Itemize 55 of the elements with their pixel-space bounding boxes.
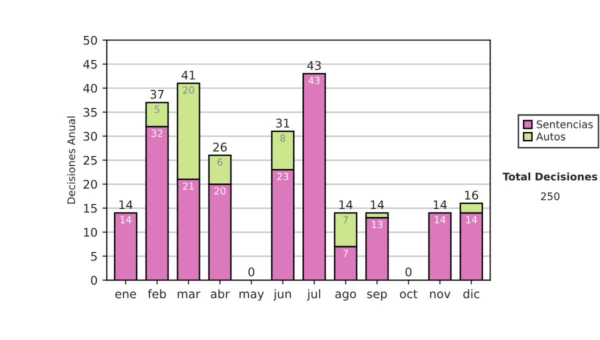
total-label: 0 [406, 268, 412, 276]
y-tick-label: 40 [83, 84, 97, 93]
total-label: 14 [434, 200, 447, 210]
y-tick-label: 35 [84, 108, 97, 117]
x-tick-label: jun [273, 289, 291, 301]
total-label: 14 [339, 200, 352, 210]
total-label: 16 [465, 190, 478, 200]
x-tick-label: feb [148, 289, 166, 298]
x-tick-label: nov [430, 292, 450, 298]
data-label: 20 [214, 187, 226, 195]
y-tick-label: 30 [84, 132, 97, 141]
total-label: 14 [370, 200, 384, 210]
total-label: 26 [213, 142, 227, 152]
data-label: 32 [152, 130, 162, 137]
x-tick-label: dic [463, 289, 480, 298]
y-tick-label: 15 [84, 204, 97, 213]
y-tick-label: 5 [91, 252, 97, 261]
legend-label: Autos [536, 132, 566, 140]
y-tick-label: 50 [84, 36, 97, 45]
data-label: 14 [466, 216, 477, 224]
x-tick-label: jul [306, 289, 320, 301]
data-label: 8 [280, 134, 286, 142]
data-label: 20 [183, 86, 194, 94]
x-tick-label: abr [210, 289, 230, 298]
total-label: 43 [307, 61, 321, 70]
data-label: 7 [343, 250, 348, 257]
y-tick-label: 25 [84, 156, 97, 165]
total-label: 31 [276, 118, 290, 128]
y-tick-label: 45 [83, 60, 97, 69]
legend-label: Sentencias [536, 120, 593, 128]
x-tick-label: ago [335, 292, 356, 301]
data-label: 14 [120, 216, 132, 224]
data-label: 13 [372, 220, 382, 228]
data-label: 7 [343, 216, 348, 224]
total-label: 37 [150, 90, 164, 99]
text: 250 [541, 192, 560, 200]
data-label: 6 [218, 158, 222, 166]
data-label: 14 [434, 216, 446, 224]
total-label: 41 [182, 70, 195, 80]
x-tick-label: ene [115, 292, 136, 298]
x-tick-label: sep [367, 292, 387, 301]
data-label: 23 [277, 172, 288, 180]
total-label: 0 [248, 268, 254, 276]
y-axis-title: Decisiones Anual [67, 116, 76, 204]
data-label: 21 [183, 182, 194, 190]
total-label: 14 [119, 200, 133, 210]
y-tick-label: 10 [84, 228, 97, 237]
y-tick-label: 20 [84, 180, 97, 189]
text: Total Decisiones [502, 172, 598, 180]
x-tick-label: oct [400, 290, 418, 298]
data-label: 43 [308, 76, 320, 84]
y-tick-label: 0 [91, 276, 97, 285]
x-tick-label: mar [178, 292, 200, 298]
x-tick-label: may [240, 292, 264, 301]
data-label: 5 [154, 106, 160, 113]
